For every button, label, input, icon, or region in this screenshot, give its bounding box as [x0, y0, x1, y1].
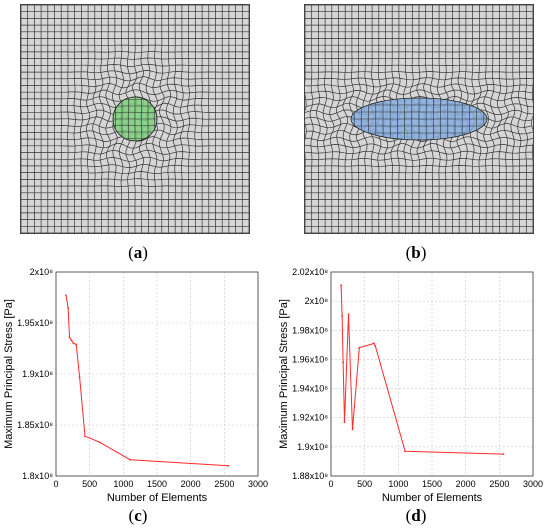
chart-d-data-point	[340, 284, 342, 287]
chart-d-x-tick-label: 0	[328, 479, 333, 489]
panel-label-b: (b)	[405, 243, 427, 262]
panel-letter-b: b	[411, 243, 421, 262]
chart-d-y-tick-label: 1.96x10⁸	[292, 354, 328, 364]
chart-c-x-tick-label: 500	[82, 479, 97, 489]
chart-c-data-point	[129, 458, 131, 461]
chart-d-y-tick-label: 2.02x10⁸	[292, 267, 328, 277]
chart-d-x-tick-label: 2000	[456, 479, 476, 489]
chart-c-x-tick-label: 1500	[147, 479, 167, 489]
chart-c: 0 500 1000 1500 2000 2500 3000 1.8x10⁸ 1.85x10⁸ 1…	[0, 262, 275, 504]
chart-d-y-tick-label: 2x10⁸	[305, 296, 329, 306]
chart-d-data-point	[341, 314, 344, 317]
chart-c-y-tick-label: 1.8x10⁸	[22, 471, 53, 481]
chart-c-x-tick-label: 2500	[214, 479, 234, 489]
chart-d-x-tick-label: 500	[357, 479, 372, 489]
chart-c-x-axis-title: Number of Elements	[107, 492, 208, 504]
chart-c-data-point	[75, 343, 78, 346]
chart-c-data-point	[70, 339, 73, 342]
inclusion-mesh-lines	[351, 98, 487, 140]
chart-c-data-point	[67, 306, 70, 309]
panel-letter-d: d	[411, 506, 421, 525]
chart-d-y-tick-label: 1.94x10⁸	[292, 384, 328, 394]
chart-d-data-point	[374, 345, 377, 348]
chart-d-y-tick-label: 1.9x10⁸	[297, 442, 328, 452]
chart-d-data-point	[502, 453, 505, 456]
chart-c-x-tick-label: 0	[53, 479, 58, 489]
mesh-image-b	[304, 4, 534, 234]
chart-c-y-tick-label: 2x10⁸	[30, 267, 54, 277]
panel-label-a: (a)	[128, 243, 148, 262]
chart-c-x-tick-label: 3000	[248, 479, 268, 489]
chart-d-data-point	[358, 346, 361, 349]
chart-d-y-tick-label: 1.88x10⁸	[292, 471, 328, 481]
chart-d-x-tick-label: 3000	[523, 479, 543, 489]
chart-d-x-axis-title: Number of Elements	[382, 492, 483, 504]
chart-d-y-tick-label: 1.92x10⁸	[292, 413, 328, 423]
panel-label-d: (d)	[405, 506, 427, 525]
chart-c-data-point	[98, 441, 101, 444]
mesh-grid-b	[305, 5, 533, 233]
chart-c-x-tick-label: 2000	[181, 479, 201, 489]
chart-d-y-axis-title: Maximum Principal Stress [Pa]	[278, 299, 290, 449]
chart-c-y-tick-label: 1.95x10⁸	[17, 318, 53, 328]
chart-c-data-point	[72, 342, 75, 345]
chart-c-svg: 0 500 1000 1500 2000 2500 3000 1.8x10⁸ 1.85x10⁸ 1…	[3, 267, 268, 504]
chart-d-data-point	[373, 342, 375, 345]
chart-d-axes-frame	[330, 271, 534, 477]
chart-c-data-point	[65, 294, 67, 297]
chart-c-data-point	[84, 435, 86, 438]
inclusion-mesh-lines	[113, 97, 157, 141]
chart-d-x-tick-label: 1500	[422, 479, 442, 489]
panel-letter-c: c	[134, 506, 142, 525]
panel-letter-a: a	[133, 243, 143, 262]
chart-c-data-point	[227, 464, 230, 467]
panel-label-c: (c)	[128, 506, 148, 525]
chart-c-data-point	[78, 376, 81, 378]
chart-c-y-tick-label: 1.85x10⁸	[17, 420, 53, 430]
chart-d-data-point	[404, 450, 406, 453]
chart-c-y-axis-title: Maximum Principal Stress [Pa]	[3, 299, 15, 449]
mesh-grid-a	[21, 5, 249, 233]
chart-d-data-point	[343, 421, 346, 423]
chart-c-x-tick-label: 1000	[113, 479, 133, 489]
chart-d-svg: 0 500 1000 1500 2000 2500 3000 1.88x10⁸ 1.9x10⁸ 1…	[278, 267, 543, 504]
chart-c-data-point	[68, 336, 71, 339]
chart-c-axes-frame	[55, 271, 259, 477]
chart-d-data-point	[347, 313, 350, 316]
mesh-image-a	[20, 4, 250, 234]
chart-d-y-tick-label: 1.98x10⁸	[292, 325, 328, 335]
chart-c-y-tick-label: 1.9x10⁸	[22, 369, 53, 379]
chart-d-data-point	[351, 428, 354, 431]
chart-d-data-point	[342, 361, 345, 364]
chart-d-x-tick-label: 1000	[388, 479, 408, 489]
chart-d: 0 500 1000 1500 2000 2500 3000 1.88x10⁸ 1.9x10⁸ 1…	[275, 262, 550, 504]
chart-d-x-tick-label: 2500	[489, 479, 509, 489]
